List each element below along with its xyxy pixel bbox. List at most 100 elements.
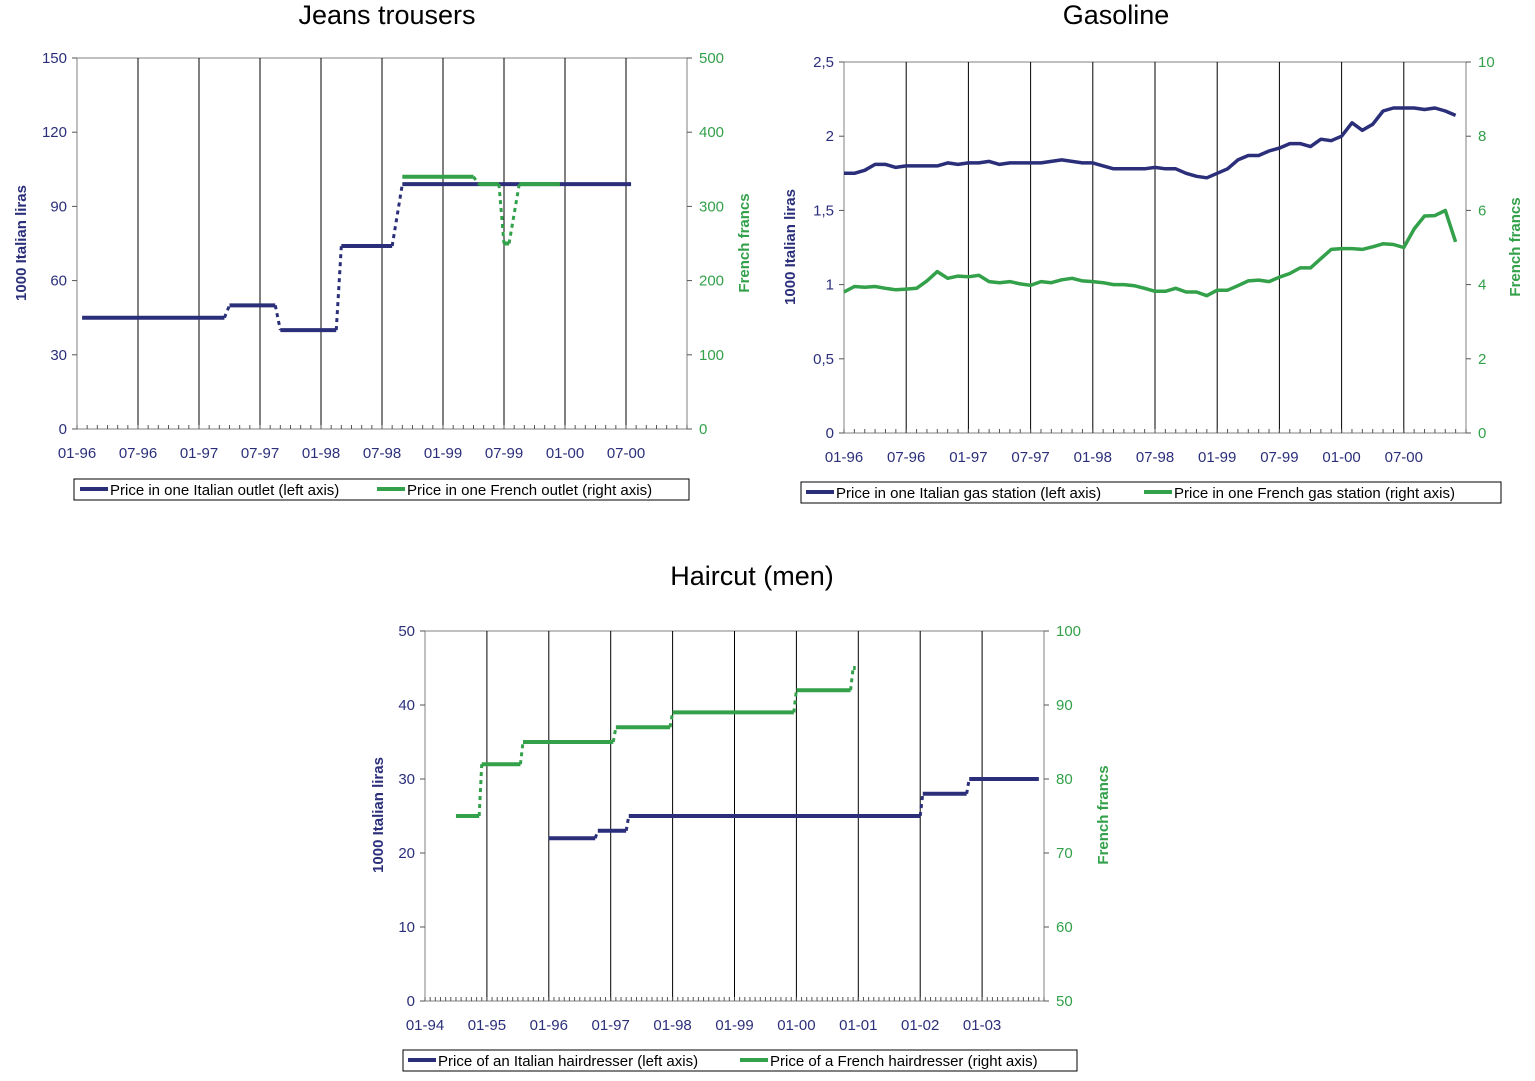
y-left-tick-label: 50: [398, 623, 415, 640]
y-left-tick-label: 30: [398, 771, 415, 788]
x-tick-label: 07-97: [1011, 449, 1049, 466]
x-tick-label: 01-99: [1198, 449, 1236, 466]
legend: Price in one Italian gas station (left a…: [800, 481, 1502, 504]
series-step-connector: [918, 793, 925, 817]
chart-jeans-trousers: Jeans trousers 01-96 07-96 01-97 07-97 01-98…: [13, 0, 753, 501]
y-right-tick-label: 8: [1478, 128, 1486, 145]
legend-label-french: Price in one French gas station (right a…: [1174, 485, 1455, 502]
y-axis-label-left: 1000 Italian liras: [782, 189, 799, 305]
x-tick-label: 01-94: [406, 1017, 444, 1034]
y-left-tick-label: 1,5: [813, 202, 834, 219]
y-right-tick-label: 50: [1056, 993, 1073, 1010]
x-tick-label: 07-96: [887, 449, 925, 466]
legend: Price of an Italian hairdresser (left ax…: [402, 1049, 1078, 1072]
x-tick-label: 01-03: [963, 1017, 1001, 1034]
legend: Price in one Italian outlet (left axis) …: [73, 478, 690, 501]
legend-label-italian: Price in one Italian outlet (left axis): [110, 482, 339, 499]
y-left-tick-label: 150: [42, 50, 67, 67]
series-italian: [844, 106, 1457, 180]
plot-area: 01-96 07-96 01-97 07-97 01-98 07-98 01-99 07-99…: [813, 54, 1495, 466]
y-left-tick-label: 2: [826, 128, 834, 145]
series-french: [455, 666, 856, 818]
x-tick-label: 07-98: [1136, 449, 1174, 466]
legend-label-french: Price in one French outlet (right axis): [407, 482, 652, 499]
y-right-tick-label: 300: [699, 198, 724, 215]
x-tick-label: 07-97: [241, 445, 279, 462]
series-line: [844, 106, 1457, 180]
series-step-connector: [477, 764, 484, 817]
legend-box: [73, 478, 690, 501]
x-tick-label: 01-97: [592, 1017, 630, 1034]
y-left-tick-label: 90: [50, 198, 67, 215]
chart-title: Haircut (men): [670, 561, 834, 591]
series-step-connector: [273, 305, 282, 331]
y-left-tick-label: 2,5: [813, 54, 834, 71]
y-left-tick-label: 10: [398, 919, 415, 936]
chart-title: Gasoline: [1063, 0, 1170, 30]
y-right-tick-label: 100: [1056, 623, 1081, 640]
series-french: [402, 174, 560, 246]
legend-box: [800, 481, 1502, 504]
plot-area: 01-96 07-96 01-97 07-97 01-98 07-98 01-99 07-99…: [42, 50, 724, 462]
x-tick-label: 01-95: [468, 1017, 506, 1034]
x-tick-label: 01-00: [1322, 449, 1360, 466]
y-left-tick-label: 1: [826, 277, 834, 294]
y-left-tick-label: 40: [398, 697, 415, 714]
x-tick-label: 01-98: [1074, 449, 1112, 466]
y-right-tick-label: 500: [699, 50, 724, 67]
series-step-connector: [965, 778, 971, 795]
series-step-connector: [611, 726, 618, 743]
x-tick-label: 01-02: [901, 1017, 939, 1034]
series-french: [843, 208, 1458, 298]
y-left-tick-label: 20: [398, 845, 415, 862]
x-tick-label: 01-98: [653, 1017, 691, 1034]
y-axis-label-right: French francs: [736, 193, 753, 292]
chart-gasoline: Gasoline 01-96 07-96 01-97 07-97 01-98 07-98 0…: [782, 0, 1524, 504]
legend-label-french: Price of a French hairdresser (right axi…: [770, 1053, 1038, 1070]
series-step-connector: [668, 712, 675, 728]
x-tick-label: 01-00: [546, 445, 584, 462]
x-tick-label: 07-99: [1260, 449, 1298, 466]
series-step-connector: [472, 175, 480, 185]
y-right-tick-label: 200: [699, 273, 724, 290]
y-right-tick-label: 2: [1478, 351, 1486, 368]
chart-title: Jeans trousers: [298, 0, 475, 30]
y-right-tick-label: 90: [1056, 697, 1073, 714]
series-step-connector: [223, 304, 231, 319]
y-left-tick-label: 0: [826, 425, 834, 442]
plot-area: 01-94 01-95 01-96 01-97 01-98 01-99 01-00 01-01…: [398, 623, 1081, 1034]
x-tick-label: 01-96: [58, 445, 96, 462]
y-axis-label-left: 1000 Italian liras: [370, 757, 387, 873]
x-tick-label: 01-96: [530, 1017, 568, 1034]
legend-label-italian: Price in one Italian gas station (left a…: [836, 485, 1101, 502]
series-step-connector: [792, 690, 798, 713]
y-left-tick-label: 0: [407, 993, 415, 1010]
y-right-tick-label: 6: [1478, 202, 1486, 219]
series-step-connector: [593, 830, 600, 839]
y-right-tick-label: 80: [1056, 771, 1073, 788]
y-left-tick-label: 120: [42, 124, 67, 141]
y-axis-label-right: French francs: [1507, 197, 1524, 296]
y-left-tick-label: 60: [50, 273, 67, 290]
x-tick-label: 07-96: [119, 445, 157, 462]
x-tick-label: 01-01: [839, 1017, 877, 1034]
x-tick-label: 01-97: [180, 445, 218, 462]
y-left-tick-label: 0: [59, 421, 67, 438]
y-axis-label-right: French francs: [1095, 765, 1112, 864]
y-right-tick-label: 70: [1056, 845, 1073, 862]
y-left-tick-label: 0,5: [813, 351, 834, 368]
series-step-connector: [507, 183, 521, 244]
series-step-connector: [624, 815, 631, 832]
series-line: [843, 208, 1458, 298]
x-tick-label: 01-96: [825, 449, 863, 466]
series-step-connector: [849, 667, 855, 691]
x-tick-label: 07-00: [1385, 449, 1423, 466]
series-step-connector: [518, 741, 525, 765]
x-tick-label: 01-00: [777, 1017, 815, 1034]
x-tick-label: 07-00: [607, 445, 645, 462]
y-right-tick-label: 4: [1478, 277, 1486, 294]
x-tick-label: 07-98: [363, 445, 401, 462]
x-tick-label: 01-98: [302, 445, 340, 462]
y-right-tick-label: 400: [699, 124, 724, 141]
